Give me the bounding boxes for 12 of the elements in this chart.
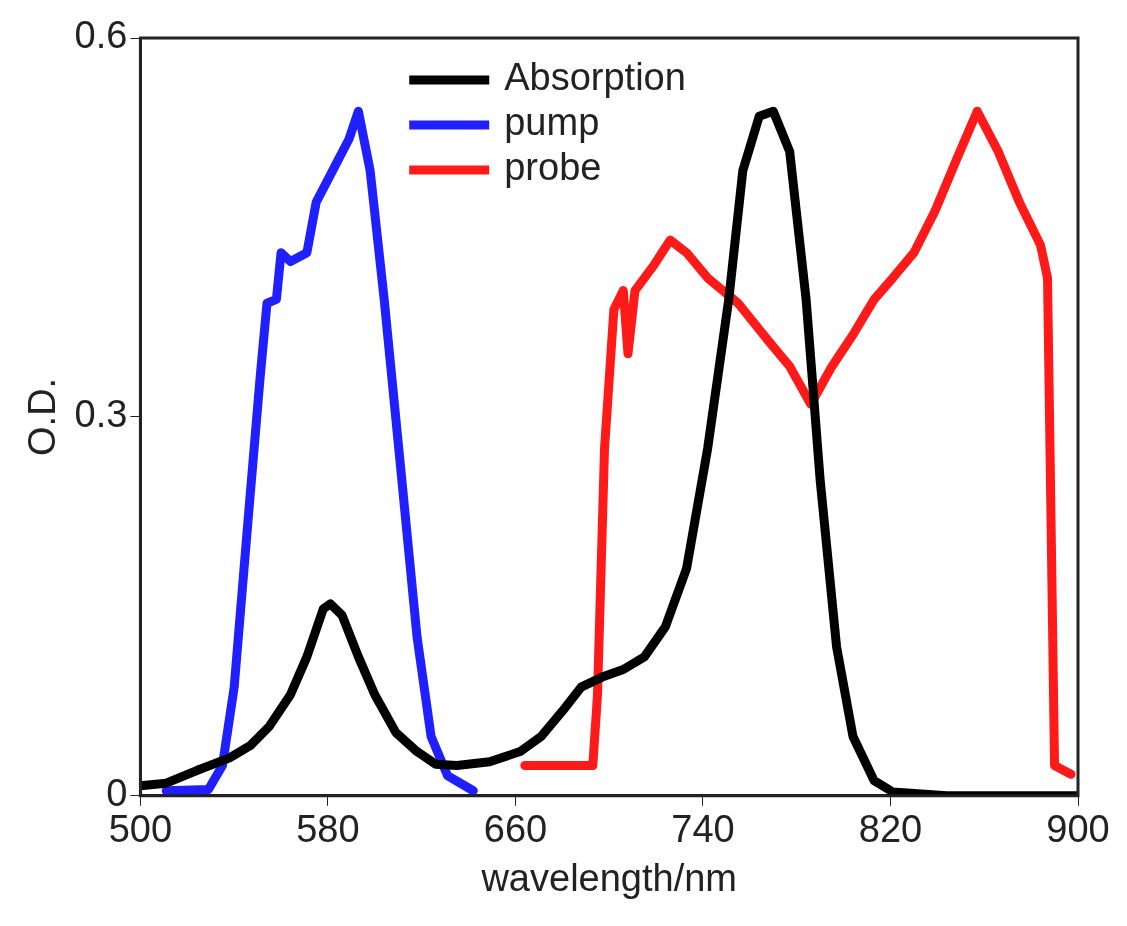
legend-label: Absorption [504,56,686,99]
legend-label: probe [504,146,602,189]
legend-label: pump [504,101,600,144]
x-axis-title: wavelength/nm [480,856,738,899]
y-axis-title: O.D. [21,377,64,456]
y-tick-label: 0.3 [74,393,128,436]
y-tick-label: 0.6 [74,14,128,57]
x-tick-label: 820 [858,808,923,851]
x-tick-label: 900 [1046,808,1110,851]
x-tick-label: 660 [483,808,548,851]
x-tick-label: 740 [671,808,735,851]
x-tick-label: 580 [296,808,360,851]
